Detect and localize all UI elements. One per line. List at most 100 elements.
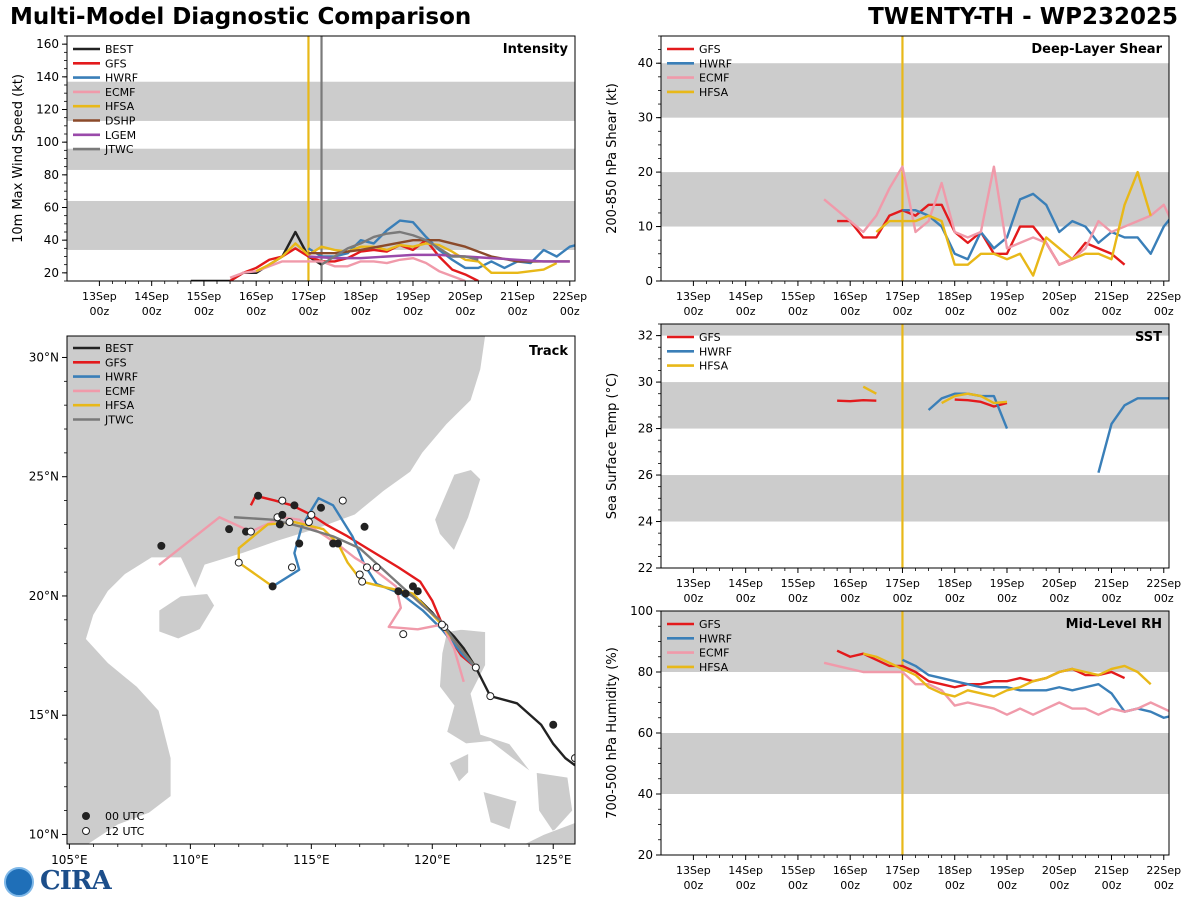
intensity-xtick-day: 22Sep (552, 290, 587, 303)
rh-xtick-day: 17Sep (885, 864, 920, 877)
rh-ylabel: 700-500 hPa Humidity (%) (605, 647, 620, 819)
track-point-00utc (254, 491, 263, 500)
sst-xtick-day: 17Sep (885, 577, 920, 590)
shear-ylabel: 200-850 hPa Shear (kt) (605, 83, 620, 234)
track-panel: 105°E 110°E 115°E 120°E 125°E 10°N 15°N 20°N 25°… (29, 335, 576, 867)
track-point-12utc (285, 518, 294, 527)
land-mass-3 (439, 628, 532, 773)
intensity-xtick-day: 19Sep (396, 290, 431, 303)
shear-xtick-hour: 00z (840, 305, 860, 318)
rh-xtick-day: 18Sep (937, 864, 972, 877)
sst-xtick-hour: 00z (736, 592, 756, 605)
track-ytick-label: 15°N (29, 708, 59, 722)
sst-series-hfsa-4 (862, 385, 877, 395)
track-point-00utc (394, 587, 403, 596)
shear-xtick-hour: 00z (684, 305, 704, 318)
sst-legend-label-gfs: GFS (699, 331, 721, 344)
sst-xtick-day: 16Sep (833, 577, 868, 590)
shear-xtick-hour: 00z (736, 305, 756, 318)
sst-xtick-hour: 00z (840, 592, 860, 605)
track-ytick-label: 25°N (29, 470, 59, 484)
intensity-xtick-day: 21Sep (500, 290, 535, 303)
intensity-panel: 20 40 60 80 100 120 140 160 13Sep 00z 14Sep 00z 15Se… (11, 35, 587, 318)
sst-band-2 (661, 324, 1169, 336)
sst-xtick-hour: 00z (1102, 592, 1122, 605)
track-point-12utc (471, 663, 480, 672)
rh-xtick-hour: 00z (840, 879, 860, 892)
intensity-series-hfsa-4 (255, 242, 558, 275)
rh-xtick-hour: 00z (684, 879, 704, 892)
shear-xtick-day: 16Sep (833, 290, 868, 303)
track-point-12utc (372, 563, 381, 572)
intensity-legend-label-hfsa: HFSA (105, 100, 135, 113)
shear-xtick-day: 21Sep (1094, 290, 1129, 303)
cira-logo-text: CIRA (40, 866, 112, 896)
sst-legend-label-hfsa: HFSA (699, 360, 729, 373)
track-frame (66, 335, 576, 845)
shear-xtick-hour: 00z (1102, 305, 1122, 318)
rh-ytick-label: 20 (638, 848, 653, 862)
intensity-xtick-day: 20Sep (448, 290, 483, 303)
track-xtick-label: 125°E (535, 853, 572, 867)
shear-panel: 0 10 20 30 40 13Sep 00z 14Sep 00z 15Sep 00z 16Sep 00… (605, 35, 1181, 318)
track-point-00utc (333, 539, 342, 548)
track-point-00utc (413, 587, 422, 596)
shear-xtick-day: 19Sep (990, 290, 1025, 303)
track-point-12utc (287, 563, 296, 572)
intensity-xtick-hour: 00z (560, 305, 580, 318)
rh-xtick-hour: 00z (997, 879, 1017, 892)
shear-xtick-day: 13Sep (676, 290, 711, 303)
track-legend-label-jtwc: JTWC (104, 414, 134, 427)
sst-series-gfs-0 (837, 399, 877, 403)
sst-ytick-label: 28 (638, 422, 653, 436)
rh-xtick-hour: 00z (1102, 879, 1122, 892)
intensity-ylabel: 10m Max Wind Speed (kt) (11, 74, 26, 243)
rh-xtick-hour: 00z (945, 879, 965, 892)
sst-ytick-label: 32 (638, 329, 653, 343)
rh-ytick-label: 80 (638, 665, 653, 679)
sst-series-hwrf-3 (1097, 397, 1169, 474)
rh-xtick-day: 19Sep (990, 864, 1025, 877)
track-point-12utc (304, 518, 313, 527)
rh-xtick-day: 22Sep (1146, 864, 1181, 877)
track-point-legend: 00 UTC 12 UTC (82, 810, 145, 838)
rh-xtick-hour: 00z (1049, 879, 1069, 892)
track-legend-label-gfs: GFS (105, 356, 127, 369)
track-point-legend-label: 00 UTC (105, 810, 145, 823)
rh-xtick-hour: 00z (1154, 879, 1174, 892)
intensity-xtick-hour: 00z (246, 305, 266, 318)
shear-xtick-hour: 00z (945, 305, 965, 318)
track-point-00utc (401, 589, 410, 598)
shear-band-1 (661, 63, 1169, 118)
intensity-ytick-label: 40 (44, 233, 59, 247)
sst-series-hfsa-5 (941, 392, 1008, 405)
track-point-00utc (225, 525, 234, 534)
page-title: Multi-Model Diagnostic Comparison (10, 4, 472, 30)
sst-xtick-hour: 00z (893, 592, 913, 605)
track-point-00utc (317, 503, 325, 512)
rh-band-1 (661, 611, 1169, 672)
sst-xtick-day: 21Sep (1094, 577, 1129, 590)
intensity-xtick-hour: 00z (194, 305, 214, 318)
intensity-legend-label-hwrf: HWRF (105, 72, 138, 85)
track-point-00utc (157, 541, 166, 550)
land-mass-4 (535, 771, 574, 833)
intensity-xtick-day: 16Sep (239, 290, 274, 303)
intensity-legend-label-dshp: DSHP (105, 115, 136, 128)
shear-xtick-hour: 00z (997, 305, 1017, 318)
intensity-ytick-label: 20 (44, 266, 59, 280)
intensity-series-jtwc-7 (320, 230, 479, 266)
rh-xtick-day: 21Sep (1094, 864, 1129, 877)
intensity-xtick-hour: 00z (90, 305, 110, 318)
intensity-xtick-day: 14Sep (134, 290, 169, 303)
shear-ytick-label: 0 (645, 274, 653, 288)
shear-xtick-day: 14Sep (728, 290, 763, 303)
track-series-hfsa (237, 520, 477, 669)
sst-band-0 (661, 475, 1169, 522)
sst-xtick-day: 13Sep (676, 577, 711, 590)
intensity-legend-label-lgem: LGEM (105, 129, 136, 142)
